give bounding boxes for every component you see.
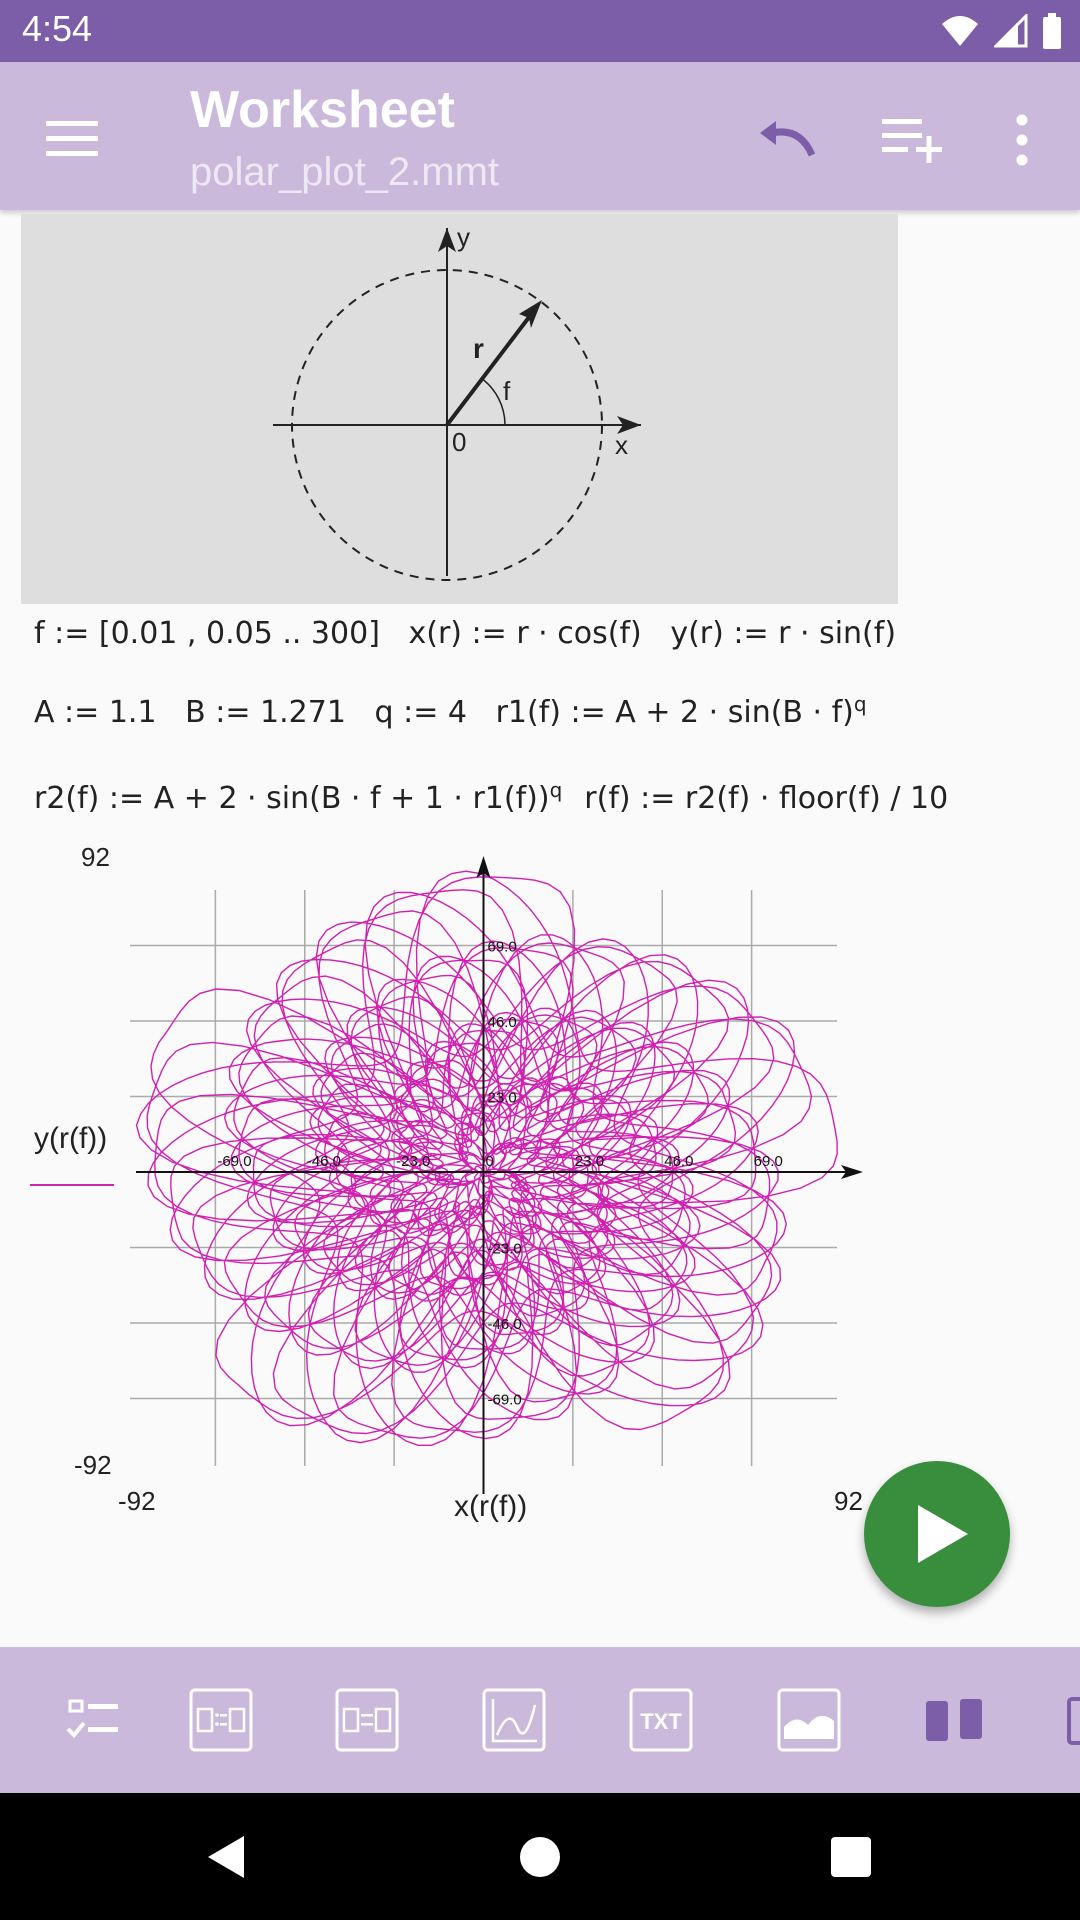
formula-line-3-exponent: q (549, 778, 563, 802)
x-tick-label: 0 (486, 1153, 494, 1170)
bottom-toolbar: TXT (0, 1647, 1080, 1793)
svg-text:TXT: TXT (640, 1709, 682, 1734)
diagram-origin-label: 0 (452, 427, 466, 457)
text-block-icon[interactable]: TXT (628, 1687, 694, 1753)
wifi-icon (942, 16, 978, 46)
y-tick-label: -46.0 (488, 1316, 522, 1333)
file-name: polar_plot_2.mmt (190, 150, 500, 194)
status-bar: 4:54 (0, 0, 1080, 62)
x-tick-label: -46.0 (307, 1153, 341, 1170)
status-time: 4:54 (22, 8, 93, 49)
x-max-label: 92 (834, 1486, 863, 1516)
y-max-label: 92 (81, 842, 110, 872)
columns-icon[interactable] (922, 1687, 988, 1753)
formula-line-2-text: A := 1.1 B := 1.271 q := 4 r1(f) := A + … (34, 695, 854, 730)
back-icon[interactable] (204, 1834, 248, 1880)
x-tick-label: -69.0 (217, 1153, 251, 1170)
diagram-x-label: x (615, 430, 628, 460)
plot-axes (136, 856, 863, 1494)
y-tick-label: -23.0 (488, 1241, 522, 1258)
menu-icon[interactable] (46, 119, 98, 157)
y-tick-label: -69.0 (488, 1392, 522, 1409)
series-legend-line (30, 1184, 114, 1186)
add-list-icon[interactable] (882, 117, 942, 165)
run-button[interactable] (864, 1461, 1010, 1607)
plot-svg: -69.0 -46.0 -23.0 0 23.0 46.0 69.0 -69.0 -46.0 -2… (130, 856, 863, 1494)
diagram-y-label: y (457, 222, 470, 252)
polar-diagram-image: y x r f 0 (21, 214, 898, 604)
plot-icon[interactable] (481, 1687, 547, 1753)
page-title: Worksheet (190, 81, 455, 139)
diagram-r-label: r (473, 333, 484, 364)
more-tools-icon[interactable] (1066, 1687, 1080, 1753)
app-bar: Worksheet polar_plot_2.mmt (0, 62, 1080, 210)
x-tick-label: -23.0 (396, 1153, 430, 1170)
plot-curve (135, 870, 838, 1446)
recents-icon[interactable] (830, 1836, 872, 1878)
x-tick-label: 69.0 (754, 1153, 783, 1170)
more-options-icon[interactable] (1010, 114, 1034, 166)
formula-line-2-exponent: q (853, 692, 867, 716)
y-axis-arrow (476, 856, 491, 878)
home-icon[interactable] (518, 1835, 562, 1879)
y-tick-label: 69.0 (488, 939, 517, 956)
y-axis-title: y(r(f)) (34, 1122, 108, 1155)
x-tick-label: 23.0 (575, 1153, 604, 1170)
formula-line-3b-text: r(f) := r2(f) · floor(f) / 10 (584, 781, 949, 816)
formula-line-2[interactable]: A := 1.1 B := 1.271 q := 4 r1(f) := A + … (34, 692, 867, 730)
polar-plot[interactable]: -69.0 -46.0 -23.0 0 23.0 46.0 69.0 -69.0 -46.0 -2… (0, 830, 1080, 1550)
formula-line-1[interactable]: f := [0.01 , 0.05 .. 300] x(r) := r · co… (34, 616, 897, 651)
y-tick-label: 23.0 (488, 1090, 517, 1107)
checklist-icon[interactable] (60, 1687, 126, 1753)
image-icon[interactable] (776, 1687, 842, 1753)
plot-tick-labels: -69.0 -46.0 -23.0 0 23.0 46.0 69.0 -69.0 -46.0 -2… (217, 939, 782, 1409)
battery-icon (1043, 13, 1061, 49)
define-equation-icon[interactable] (188, 1687, 254, 1753)
x-min-label: -92 (118, 1486, 156, 1516)
system-nav-bar (0, 1793, 1080, 1920)
status-icons (940, 12, 1062, 50)
y-min-label: -92 (74, 1450, 112, 1480)
undo-icon[interactable] (752, 117, 818, 161)
y-tick-label: 46.0 (488, 1014, 517, 1031)
formula-line-3a-text: r2(f) := A + 2 · sin(B · f + 1 · r1(f)) (34, 781, 550, 816)
x-axis-title: x(r(f)) (454, 1490, 528, 1523)
play-icon (918, 1505, 968, 1563)
x-axis-arrow (841, 1165, 863, 1179)
formula-line-3[interactable]: r2(f) := A + 2 · sin(B · f + 1 · r1(f))q… (34, 778, 948, 816)
x-tick-label: 46.0 (664, 1153, 693, 1170)
series-curve (135, 870, 838, 1446)
diagram-f-label: f (503, 376, 511, 406)
evaluate-equation-icon[interactable] (334, 1687, 400, 1753)
signal-icon (994, 14, 1028, 48)
